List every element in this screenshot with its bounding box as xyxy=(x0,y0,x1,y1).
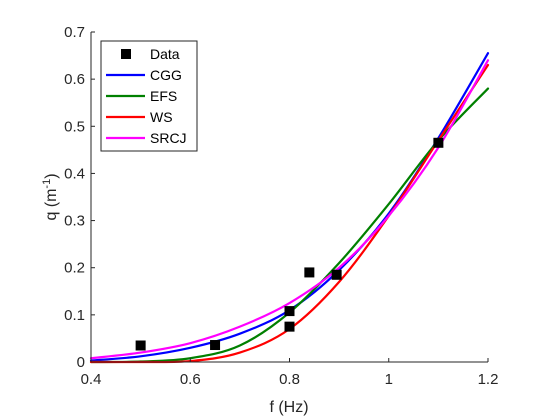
data-point xyxy=(304,267,315,278)
y-tick-label: 0.3 xyxy=(64,213,85,230)
y-tick-label: 0.6 xyxy=(64,71,85,88)
legend-label-cgg: CGG xyxy=(150,67,182,83)
data-point xyxy=(284,306,295,317)
x-tick-label: 1.2 xyxy=(478,371,499,388)
ticks-layer: 0.4 0.6 0.8 1 1.2 0 0.1 0.2 0.3 0.4 0.5 0.6 0.7 xyxy=(64,24,498,388)
x-tick-label: 0.4 xyxy=(81,371,102,388)
legend-label-srcj: SRCJ xyxy=(150,130,187,146)
legend-label-data: Data xyxy=(150,46,180,62)
x-tick-label: 1 xyxy=(385,371,393,388)
series-line-srcj xyxy=(89,59,490,360)
y-tick-label: 0.1 xyxy=(64,307,85,324)
data-point xyxy=(135,340,146,351)
y-tick-label: 0.5 xyxy=(64,118,85,135)
y-tick-label: 0 xyxy=(77,354,85,371)
x-axis-label: f (Hz) xyxy=(269,399,308,416)
y-tick-label: 0.2 xyxy=(64,260,85,277)
data-point xyxy=(284,321,295,332)
x-tick-label: 0.8 xyxy=(279,371,300,388)
legend-label-ws: WS xyxy=(150,109,173,125)
series-line-efs xyxy=(89,87,490,364)
y-tick-label: 0.4 xyxy=(64,165,85,182)
legend-label-efs: EFS xyxy=(150,88,177,104)
data-point xyxy=(210,340,221,351)
y-axis-label-superscript: -1 xyxy=(41,179,53,189)
y-axis-label-close: ) xyxy=(43,173,60,178)
y-tick-label: 0.7 xyxy=(64,24,85,41)
legend-swatch-data xyxy=(121,49,131,59)
data-point xyxy=(331,269,342,280)
legend: Data CGG EFS WS SRCJ xyxy=(100,40,198,152)
x-tick-label: 0.6 xyxy=(180,371,201,388)
y-axis-label-base: q (m xyxy=(43,189,60,221)
y-axis-label: q (m-1) xyxy=(41,173,60,220)
data-point xyxy=(433,137,444,148)
